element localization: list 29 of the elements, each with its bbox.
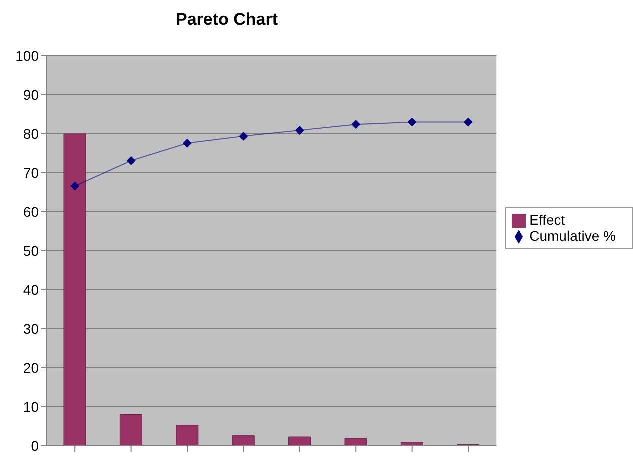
- chart-title: Pareto Chart: [176, 10, 278, 30]
- point: [352, 120, 361, 130]
- y-tick-label: 40: [23, 282, 40, 298]
- bar: [288, 436, 312, 446]
- point: [239, 132, 248, 141]
- point: [464, 118, 474, 127]
- point: [70, 182, 80, 191]
- bar: [64, 134, 86, 446]
- bar: [344, 438, 368, 446]
- legend-label: Cumulative %: [530, 228, 616, 244]
- point: [295, 126, 304, 135]
- y-tick-label: 60: [23, 204, 40, 220]
- y-tick-label: 0: [31, 438, 40, 454]
- point: [183, 138, 192, 148]
- y-tick-label: 100: [16, 48, 40, 64]
- point: [408, 118, 417, 127]
- y-tick-label: 70: [23, 164, 40, 181]
- y-tick-label: 30: [23, 320, 40, 337]
- y-tick-label: 50: [23, 242, 40, 259]
- bar: [232, 436, 255, 446]
- y-tick-label: 90: [23, 86, 40, 103]
- y-tick-label: 20: [23, 360, 40, 376]
- bar: [400, 442, 424, 446]
- point: [126, 156, 136, 166]
- y-tick-label: 80: [23, 126, 40, 142]
- bar: [120, 414, 142, 446]
- bar: [176, 425, 199, 446]
- legend-label: Effect: [530, 212, 566, 228]
- y-tick-label: 10: [23, 398, 40, 415]
